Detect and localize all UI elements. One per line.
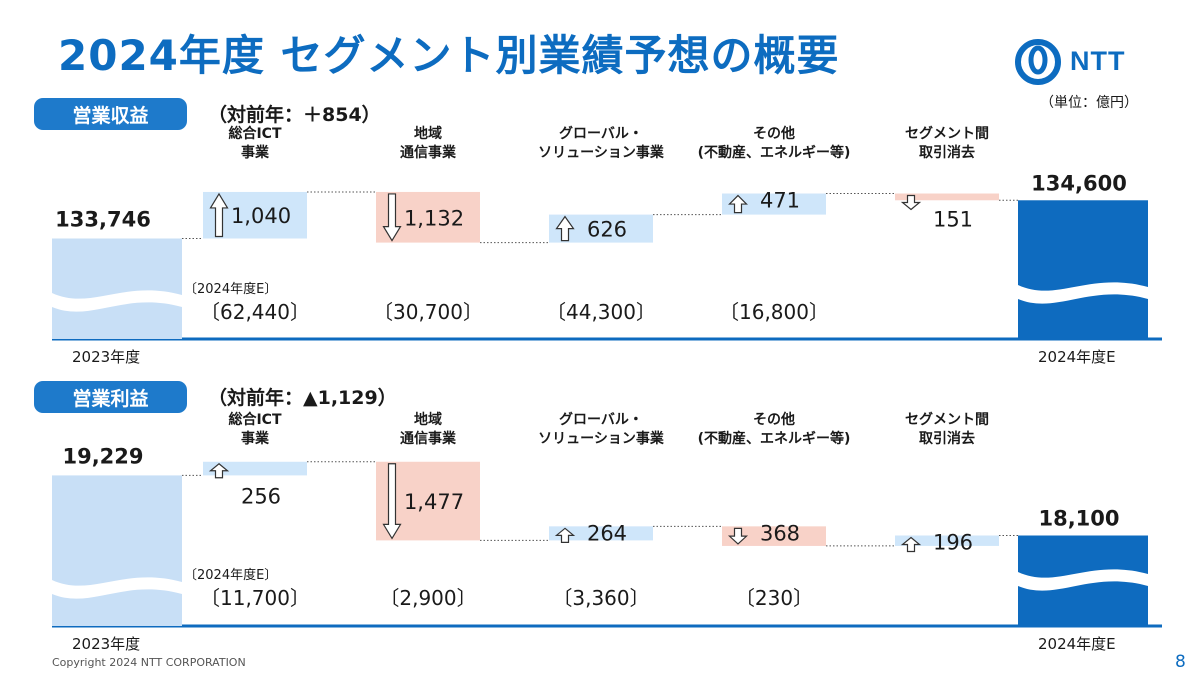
segment-label: セグメント間 取引消去 — [905, 412, 989, 447]
segment-label: 総合ICT 事業 — [228, 412, 282, 447]
unit-label: （単位：億円） — [1040, 95, 1138, 111]
ntt-logo-icon — [1015, 39, 1061, 85]
forecast-value: 〔30,700〕 — [373, 300, 483, 324]
delta-value: 1,040 — [231, 204, 291, 228]
copyright: Copyright 2024 NTT CORPORATION — [52, 656, 246, 669]
end-period-label: 2024年度E — [1038, 635, 1116, 653]
start-period-label: 2023年度 — [72, 348, 140, 366]
wave-decoration — [52, 577, 182, 599]
segment-label: 地域 通信事業 — [400, 412, 456, 447]
segment-label: グローバル・ ソリューション事業 — [538, 412, 664, 447]
delta-value: 196 — [933, 531, 973, 555]
delta-arrow-icon — [727, 527, 749, 545]
delta-arrow-icon — [555, 215, 575, 242]
end-value: 134,600 — [1031, 171, 1127, 195]
delta-value: 264 — [587, 521, 627, 545]
delta-bar — [895, 535, 999, 546]
delta-bar — [376, 461, 480, 541]
start-value: 133,746 — [55, 207, 151, 231]
revenue-label: 営業収益 — [34, 98, 187, 130]
segment-label: 総合ICT 事業 — [228, 126, 282, 161]
delta-arrow-icon — [900, 536, 922, 553]
segment-label: その他 (不動産、エネルギー等) — [697, 412, 851, 447]
delta-value: 151 — [933, 207, 973, 231]
forecast-caption: 〔2024年度E〕 — [184, 281, 277, 297]
forecast-caption: 〔2024年度E〕 — [184, 567, 277, 583]
page-number: 8 — [1175, 652, 1186, 672]
wave-decoration — [52, 290, 182, 312]
delta-value: 626 — [587, 218, 627, 242]
delta-value: 256 — [241, 484, 281, 508]
delta-arrow-icon — [208, 462, 230, 479]
delta-bar — [549, 214, 653, 243]
revenue-yoy: （対前年：＋854） — [208, 104, 381, 126]
delta-arrow-icon — [900, 194, 922, 211]
delta-arrow-icon — [209, 192, 229, 238]
start-bar — [52, 238, 182, 339]
delta-arrow-icon — [728, 194, 748, 214]
end-value: 18,100 — [1038, 507, 1119, 531]
delta-value: 1,132 — [404, 206, 464, 230]
delta-bar — [376, 191, 480, 243]
start-bar — [52, 475, 182, 626]
delta-arrow-icon — [554, 527, 576, 543]
delta-value: 1,477 — [404, 490, 464, 514]
delta-arrow-icon — [382, 463, 402, 540]
start-value: 19,229 — [62, 444, 143, 468]
delta-arrow-icon — [382, 193, 402, 242]
segment-label: その他 (不動産、エネルギー等) — [697, 126, 851, 161]
delta-bar — [722, 526, 826, 546]
ntt-logo-text: NTT — [1070, 46, 1126, 76]
segment-label: グローバル・ ソリューション事業 — [538, 126, 664, 161]
profit-label: 営業利益 — [34, 381, 187, 413]
forecast-value: 〔62,440〕 — [200, 300, 310, 324]
segment-label: 地域 通信事業 — [400, 126, 456, 161]
end-bar — [1018, 535, 1148, 626]
delta-value: 368 — [760, 521, 800, 545]
forecast-value: 〔44,300〕 — [546, 300, 656, 324]
delta-bar — [895, 193, 999, 201]
wave-decoration — [1018, 282, 1148, 304]
segment-label: セグメント間 取引消去 — [905, 126, 989, 161]
delta-bar — [549, 526, 653, 541]
page-title: 2024年度 セグメント別業績予想の概要 — [58, 31, 840, 80]
wave-decoration — [1018, 569, 1148, 591]
forecast-value: 〔11,700〕 — [200, 586, 310, 610]
delta-value: 471 — [760, 189, 800, 213]
delta-bar — [203, 461, 307, 476]
forecast-value: 〔3,360〕 — [552, 586, 649, 610]
start-period-label: 2023年度 — [72, 635, 140, 653]
delta-bar — [722, 193, 826, 215]
profit-yoy: （対前年：▲1,129） — [208, 387, 397, 409]
forecast-value: 〔2,900〕 — [379, 586, 476, 610]
forecast-value: 〔16,800〕 — [719, 300, 829, 324]
forecast-value: 〔230〕 — [735, 586, 813, 610]
delta-bar — [203, 191, 307, 239]
end-period-label: 2024年度E — [1038, 348, 1116, 366]
end-bar — [1018, 200, 1148, 339]
